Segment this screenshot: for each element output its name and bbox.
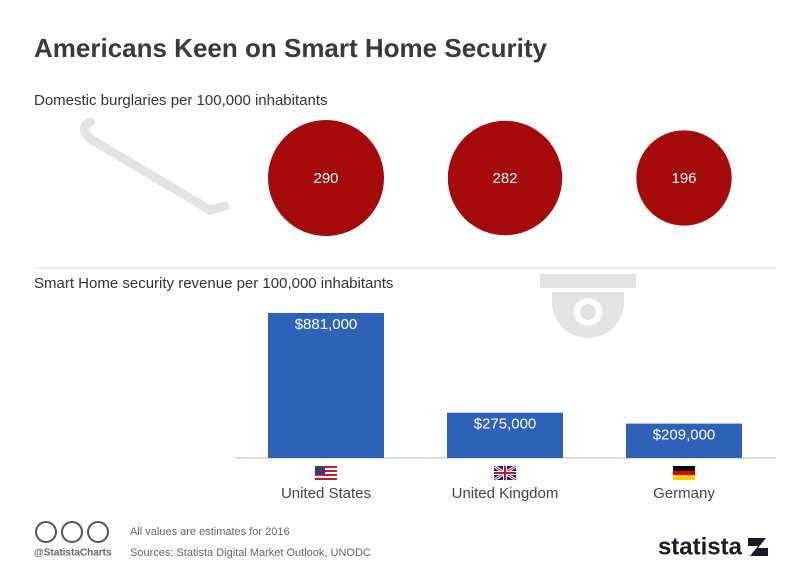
chart-title: Americans Keen on Smart Home Security xyxy=(34,33,547,63)
flags xyxy=(315,464,695,482)
note: All values are estimates for 2016 xyxy=(130,526,290,538)
bar-label: $209,000 xyxy=(653,427,716,444)
license-icons xyxy=(35,521,109,543)
brand-logo xyxy=(748,538,768,556)
bar xyxy=(626,423,742,458)
bubble xyxy=(636,130,732,226)
bar-label: $275,000 xyxy=(474,416,537,433)
bubble xyxy=(447,120,563,236)
crowbar-icon xyxy=(80,117,230,215)
bubble-label: 196 xyxy=(671,170,696,187)
x-tick-label: Germany xyxy=(653,485,715,502)
bar xyxy=(268,313,384,458)
bubble-label: 290 xyxy=(313,170,338,187)
handle: @StatistaCharts xyxy=(34,548,112,559)
bar xyxy=(447,412,563,458)
bubble-label: 282 xyxy=(492,170,517,187)
x-tick-label: United Kingdom xyxy=(452,485,559,502)
brand: statista xyxy=(658,533,743,560)
bar-label: $881,000 xyxy=(295,316,358,333)
subtitle: Domestic burglaries per 100,000 inhabita… xyxy=(34,92,328,109)
sources: Sources: Statista Digital Market Outlook… xyxy=(130,547,371,559)
camera-icon xyxy=(540,274,636,338)
subtitle: Smart Home security revenue per 100,000 … xyxy=(34,275,393,292)
x-tick-label: United States xyxy=(281,485,371,502)
bubble xyxy=(268,120,384,236)
